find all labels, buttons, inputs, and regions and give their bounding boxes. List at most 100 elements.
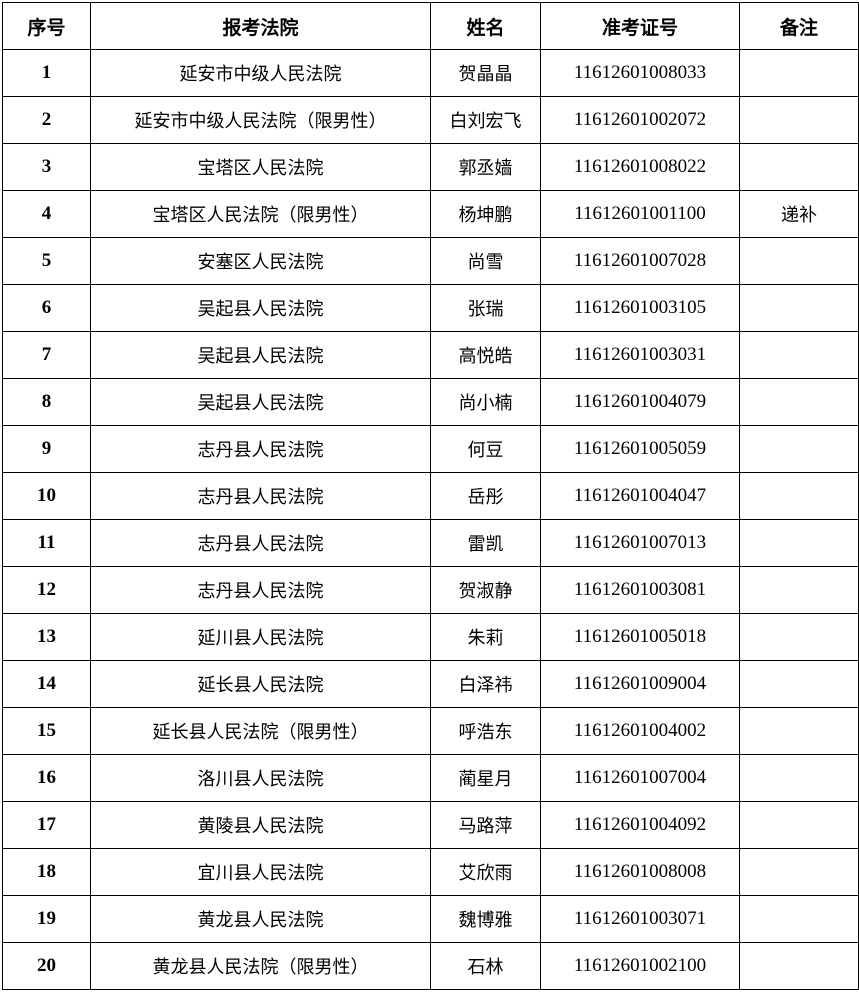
header-note: 备注 bbox=[739, 2, 859, 50]
cell-court: 延川县人民法院 bbox=[90, 613, 431, 661]
cell-court: 志丹县人民法院 bbox=[90, 425, 431, 473]
cell-id: 11612601002072 bbox=[540, 96, 740, 144]
cell-note bbox=[739, 848, 859, 896]
cell-name: 魏博雅 bbox=[430, 895, 541, 943]
cell-id: 11612601003081 bbox=[540, 566, 740, 614]
cell-name: 贺晶晶 bbox=[430, 49, 541, 97]
cell-no: 6 bbox=[2, 284, 91, 332]
table-row: 10 志丹县人民法院 岳彤 11612601004047 bbox=[2, 472, 859, 520]
header-row: 序号 报考法院 姓名 准考证号 备注 bbox=[2, 2, 859, 50]
table-row: 17 黄陵县人民法院 马路萍 11612601004092 bbox=[2, 801, 859, 849]
table-row: 12 志丹县人民法院 贺淑静 11612601003081 bbox=[2, 566, 859, 614]
cell-court: 宜川县人民法院 bbox=[90, 848, 431, 896]
cell-no: 20 bbox=[2, 942, 91, 990]
table-row: 8 吴起县人民法院 尚小楠 11612601004079 bbox=[2, 378, 859, 426]
cell-id: 11612601004002 bbox=[540, 707, 740, 755]
cell-id: 11612601003105 bbox=[540, 284, 740, 332]
cell-no: 15 bbox=[2, 707, 91, 755]
cell-id: 11612601003071 bbox=[540, 895, 740, 943]
cell-note bbox=[739, 707, 859, 755]
cell-note bbox=[739, 895, 859, 943]
cell-id: 11612601005059 bbox=[540, 425, 740, 473]
admission-table: 序号 报考法院 姓名 准考证号 备注 1 延安市中级人民法院 贺晶晶 11612601… bbox=[2, 2, 859, 990]
cell-court: 吴起县人民法院 bbox=[90, 284, 431, 332]
cell-name: 雷凯 bbox=[430, 519, 541, 567]
cell-court: 延长县人民法院 bbox=[90, 660, 431, 708]
cell-note bbox=[739, 660, 859, 708]
cell-id: 11612601007028 bbox=[540, 237, 740, 285]
cell-id: 11612601004092 bbox=[540, 801, 740, 849]
cell-court: 宝塔区人民法院（限男性） bbox=[90, 190, 431, 238]
cell-id: 11612601009004 bbox=[540, 660, 740, 708]
cell-name: 艾欣雨 bbox=[430, 848, 541, 896]
cell-court: 吴起县人民法院 bbox=[90, 378, 431, 426]
table-row: 5 安塞区人民法院 尚雪 11612601007028 bbox=[2, 237, 859, 285]
cell-court: 黄龙县人民法院 bbox=[90, 895, 431, 943]
cell-note bbox=[739, 378, 859, 426]
cell-name: 岳彤 bbox=[430, 472, 541, 520]
cell-note bbox=[739, 237, 859, 285]
cell-name: 郭丞嫱 bbox=[430, 143, 541, 191]
cell-note bbox=[739, 284, 859, 332]
cell-no: 13 bbox=[2, 613, 91, 661]
cell-note bbox=[739, 472, 859, 520]
table-body: 1 延安市中级人民法院 贺晶晶 11612601008033 2 延安市中级人民法院（限男… bbox=[2, 49, 859, 990]
cell-court: 吴起县人民法院 bbox=[90, 331, 431, 379]
header-id: 准考证号 bbox=[540, 2, 740, 50]
cell-no: 4 bbox=[2, 190, 91, 238]
cell-court: 志丹县人民法院 bbox=[90, 566, 431, 614]
cell-name: 贺淑静 bbox=[430, 566, 541, 614]
cell-no: 5 bbox=[2, 237, 91, 285]
cell-name: 尚小楠 bbox=[430, 378, 541, 426]
cell-id: 11612601008008 bbox=[540, 848, 740, 896]
header-court: 报考法院 bbox=[90, 2, 431, 50]
cell-name: 高悦皓 bbox=[430, 331, 541, 379]
cell-note bbox=[739, 425, 859, 473]
header-name: 姓名 bbox=[430, 2, 541, 50]
cell-court: 洛川县人民法院 bbox=[90, 754, 431, 802]
cell-no: 7 bbox=[2, 331, 91, 379]
cell-court: 志丹县人民法院 bbox=[90, 472, 431, 520]
cell-name: 呼浩东 bbox=[430, 707, 541, 755]
cell-note bbox=[739, 96, 859, 144]
cell-no: 14 bbox=[2, 660, 91, 708]
cell-no: 2 bbox=[2, 96, 91, 144]
table-row: 16 洛川县人民法院 蔺星月 11612601007004 bbox=[2, 754, 859, 802]
cell-id: 11612601004079 bbox=[540, 378, 740, 426]
cell-no: 3 bbox=[2, 143, 91, 191]
cell-name: 朱莉 bbox=[430, 613, 541, 661]
cell-court: 黄龙县人民法院（限男性） bbox=[90, 942, 431, 990]
table-row: 6 吴起县人民法院 张瑞 11612601003105 bbox=[2, 284, 859, 332]
cell-note bbox=[739, 143, 859, 191]
table-row: 11 志丹县人民法院 雷凯 11612601007013 bbox=[2, 519, 859, 567]
table-row: 7 吴起县人民法院 高悦皓 11612601003031 bbox=[2, 331, 859, 379]
table-row: 1 延安市中级人民法院 贺晶晶 11612601008033 bbox=[2, 49, 859, 97]
cell-id: 11612601002100 bbox=[540, 942, 740, 990]
cell-note bbox=[739, 49, 859, 97]
table-row: 13 延川县人民法院 朱莉 11612601005018 bbox=[2, 613, 859, 661]
cell-no: 12 bbox=[2, 566, 91, 614]
table-row: 14 延长县人民法院 白泽祎 11612601009004 bbox=[2, 660, 859, 708]
cell-no: 1 bbox=[2, 49, 91, 97]
cell-note bbox=[739, 519, 859, 567]
cell-no: 18 bbox=[2, 848, 91, 896]
cell-note bbox=[739, 801, 859, 849]
cell-no: 9 bbox=[2, 425, 91, 473]
cell-court: 宝塔区人民法院 bbox=[90, 143, 431, 191]
cell-no: 17 bbox=[2, 801, 91, 849]
table-row: 2 延安市中级人民法院（限男性） 白刘宏飞 11612601002072 bbox=[2, 96, 859, 144]
cell-no: 16 bbox=[2, 754, 91, 802]
cell-no: 10 bbox=[2, 472, 91, 520]
cell-note bbox=[739, 754, 859, 802]
cell-id: 11612601008033 bbox=[540, 49, 740, 97]
cell-id: 11612601004047 bbox=[540, 472, 740, 520]
cell-id: 11612601005018 bbox=[540, 613, 740, 661]
cell-name: 白泽祎 bbox=[430, 660, 541, 708]
cell-name: 石林 bbox=[430, 942, 541, 990]
cell-note bbox=[739, 566, 859, 614]
cell-id: 11612601003031 bbox=[540, 331, 740, 379]
table-row: 18 宜川县人民法院 艾欣雨 11612601008008 bbox=[2, 848, 859, 896]
cell-id: 11612601001100 bbox=[540, 190, 740, 238]
cell-no: 8 bbox=[2, 378, 91, 426]
cell-name: 蔺星月 bbox=[430, 754, 541, 802]
